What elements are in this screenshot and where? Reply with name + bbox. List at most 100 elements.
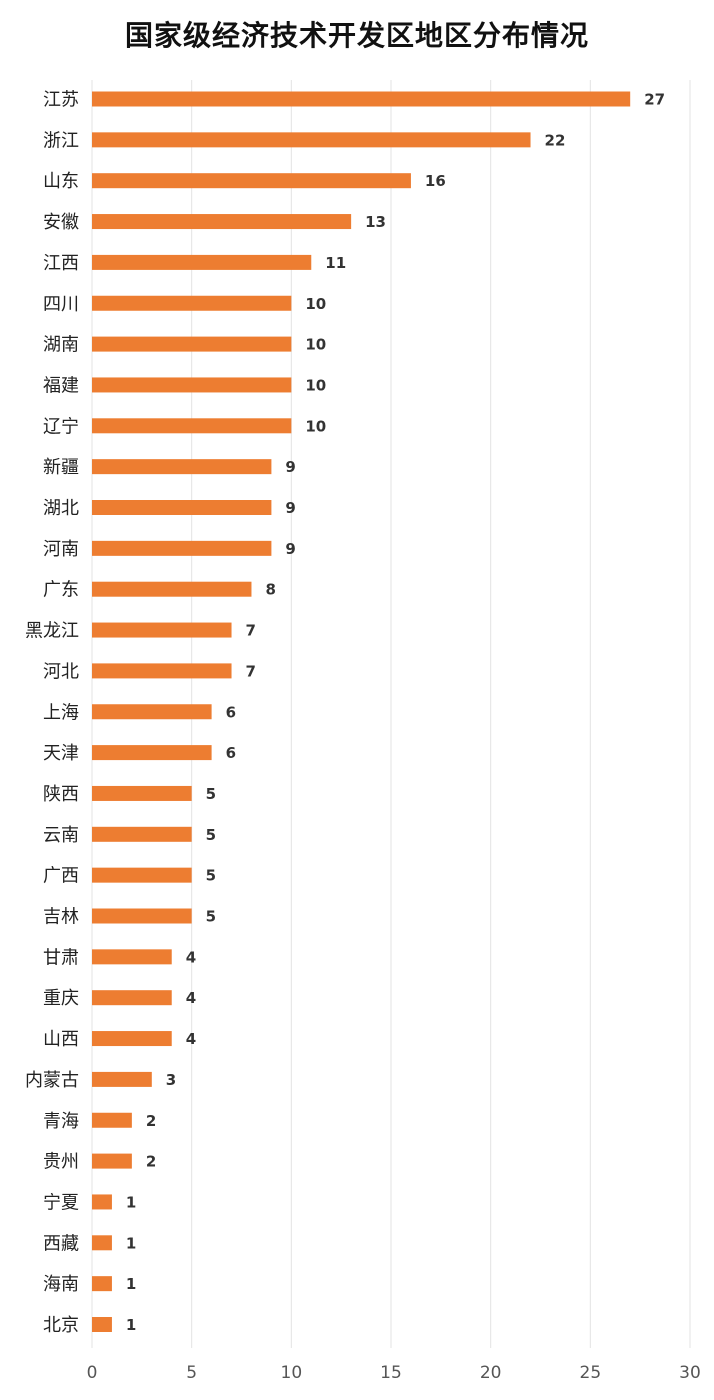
bar bbox=[92, 581, 252, 597]
category-label: 新疆 bbox=[43, 457, 79, 478]
data-label: 5 bbox=[206, 908, 216, 926]
category-label: 山西 bbox=[43, 1029, 79, 1050]
data-label: 5 bbox=[206, 826, 216, 844]
bar bbox=[92, 826, 192, 842]
bar bbox=[92, 377, 292, 393]
data-label: 1 bbox=[126, 1193, 136, 1211]
data-label: 2 bbox=[146, 1153, 156, 1171]
data-label: 4 bbox=[186, 1030, 196, 1048]
bar bbox=[92, 949, 172, 965]
bar bbox=[92, 1112, 132, 1128]
bar bbox=[92, 214, 352, 230]
x-tick-label: 25 bbox=[580, 1363, 602, 1383]
data-label: 7 bbox=[246, 622, 256, 640]
category-label: 广东 bbox=[43, 580, 79, 601]
category-label: 浙江 bbox=[43, 130, 79, 151]
data-label: 13 bbox=[365, 213, 386, 231]
bar bbox=[92, 132, 531, 148]
data-label: 9 bbox=[285, 458, 295, 476]
bar bbox=[92, 990, 172, 1006]
bar bbox=[92, 1276, 112, 1292]
category-label: 河南 bbox=[43, 539, 79, 560]
category-label: 青海 bbox=[43, 1111, 79, 1132]
data-label: 16 bbox=[425, 172, 446, 190]
category-label: 湖北 bbox=[43, 498, 79, 519]
bar bbox=[92, 91, 631, 107]
data-label: 22 bbox=[545, 131, 566, 149]
data-label: 3 bbox=[166, 1071, 176, 1089]
category-label: 重庆 bbox=[43, 988, 79, 1009]
category-label: 北京 bbox=[43, 1315, 79, 1336]
x-tick-label: 0 bbox=[87, 1363, 98, 1383]
bar bbox=[92, 295, 292, 311]
data-label: 10 bbox=[305, 336, 326, 354]
category-label: 黑龙江 bbox=[25, 621, 79, 642]
category-label: 甘肃 bbox=[43, 947, 79, 968]
bar bbox=[92, 418, 292, 434]
bar bbox=[92, 336, 292, 352]
category-label: 河北 bbox=[43, 661, 79, 682]
data-label: 6 bbox=[226, 744, 236, 762]
category-label: 天津 bbox=[43, 743, 79, 764]
category-label: 山东 bbox=[43, 171, 79, 192]
data-label: 1 bbox=[126, 1275, 136, 1293]
bar bbox=[92, 540, 272, 556]
bar bbox=[92, 908, 192, 924]
category-label: 上海 bbox=[43, 702, 79, 723]
data-label: 7 bbox=[246, 662, 256, 680]
category-label: 湖南 bbox=[43, 335, 79, 356]
data-label: 9 bbox=[285, 540, 295, 558]
data-label: 1 bbox=[126, 1316, 136, 1334]
category-label: 云南 bbox=[43, 825, 79, 846]
bar bbox=[92, 254, 312, 270]
bar bbox=[92, 622, 232, 638]
category-label: 广西 bbox=[43, 866, 79, 887]
category-label: 四川 bbox=[43, 294, 79, 315]
bar bbox=[92, 459, 272, 475]
data-label: 11 bbox=[325, 254, 346, 272]
data-label: 9 bbox=[285, 499, 295, 517]
bar bbox=[92, 500, 272, 515]
x-tick-label: 5 bbox=[186, 1363, 197, 1383]
category-label: 陕西 bbox=[43, 784, 79, 805]
data-label: 1 bbox=[126, 1234, 136, 1252]
bar bbox=[92, 173, 411, 189]
x-tick-label: 30 bbox=[679, 1363, 701, 1383]
bar bbox=[92, 1031, 172, 1047]
data-label: 4 bbox=[186, 948, 196, 966]
category-label: 辽宁 bbox=[43, 416, 79, 437]
data-label: 10 bbox=[305, 376, 326, 394]
category-label: 吉林 bbox=[43, 907, 79, 928]
data-label: 10 bbox=[305, 417, 326, 435]
bar bbox=[92, 1194, 112, 1210]
category-label: 安徽 bbox=[43, 212, 79, 233]
bar bbox=[92, 1317, 112, 1332]
bar bbox=[92, 785, 192, 801]
bar bbox=[92, 1071, 152, 1087]
bar bbox=[92, 1153, 132, 1169]
x-axis-ticks: 0 5 10 15 20 25 30 bbox=[87, 1363, 701, 1383]
category-label: 宁夏 bbox=[43, 1192, 79, 1213]
data-label: 27 bbox=[644, 91, 665, 109]
category-label: 西藏 bbox=[43, 1233, 79, 1254]
x-tick-label: 20 bbox=[480, 1363, 502, 1383]
data-label: 6 bbox=[226, 703, 236, 721]
x-tick-label: 15 bbox=[380, 1363, 402, 1383]
category-label: 江苏 bbox=[43, 90, 79, 111]
category-label: 贵州 bbox=[43, 1152, 79, 1173]
category-labels: 江苏浙江山东安徽江西四川湖南福建辽宁新疆湖北河南广东黑龙江河北上海天津陕西云南广… bbox=[25, 90, 79, 1337]
category-label: 内蒙古 bbox=[25, 1070, 79, 1091]
category-label: 海南 bbox=[43, 1274, 79, 1295]
data-label: 2 bbox=[146, 1112, 156, 1130]
bar bbox=[92, 745, 212, 761]
category-label: 福建 bbox=[43, 375, 79, 396]
bar bbox=[92, 867, 192, 883]
bar bbox=[92, 704, 212, 720]
data-label: 5 bbox=[206, 867, 216, 885]
data-label: 10 bbox=[305, 295, 326, 313]
bar bbox=[92, 1235, 112, 1251]
bars bbox=[92, 91, 631, 1332]
data-label: 4 bbox=[186, 989, 196, 1007]
